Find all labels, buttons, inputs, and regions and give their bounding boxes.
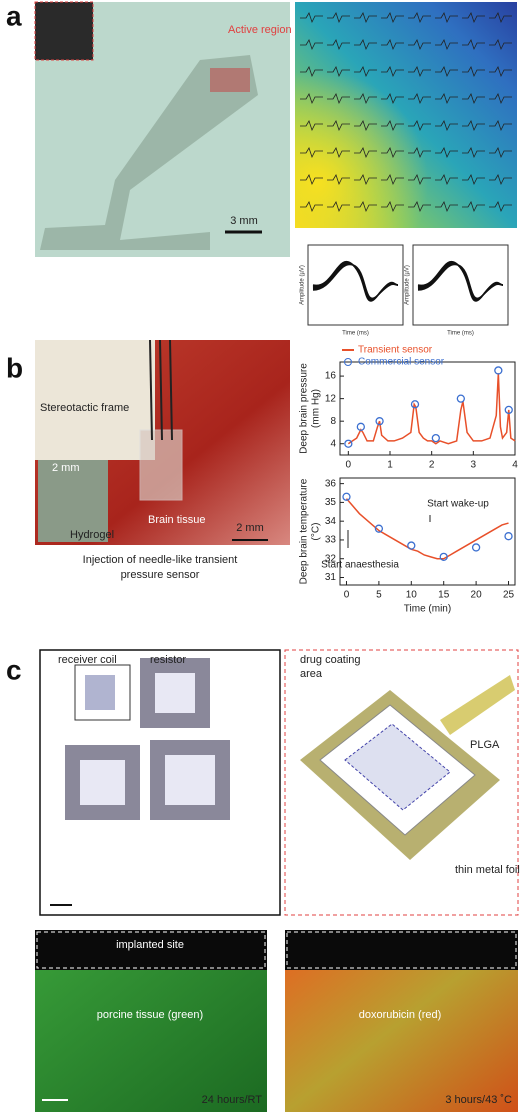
x-tick-label: 15: [438, 590, 450, 601]
annotation: drug coating: [300, 654, 361, 666]
x-tick-label: 4: [512, 460, 518, 471]
y-axis-label: Deep brain pressure: [299, 363, 310, 454]
x-tick-label: 20: [471, 590, 483, 601]
panel-label: a: [6, 0, 22, 31]
annotation: resistor: [150, 654, 186, 666]
y-axis-label: (°C): [311, 523, 322, 541]
y-axis-label: (mm Hg): [311, 389, 322, 428]
x-tick-label: 25: [503, 590, 515, 601]
x-axis-label: Time (min): [404, 604, 451, 615]
panel-label: c: [6, 654, 22, 685]
annotation: PLGA: [470, 739, 500, 751]
annotation: Start anaesthesia: [321, 560, 399, 571]
annotation: thin metal foil: [455, 864, 520, 876]
coil: [155, 673, 195, 713]
annotation: Brain tissue: [148, 514, 205, 526]
x-tick-label: 2: [429, 460, 435, 471]
x-tick-label: 0: [344, 590, 350, 601]
x-tick-label: 5: [376, 590, 382, 601]
x-tick-label: 0: [346, 460, 352, 471]
y-tick-label: 33: [325, 535, 337, 546]
annotation: Hydrogel: [70, 529, 114, 541]
caption: Injection of needle-like transient: [83, 554, 238, 566]
coil: [85, 675, 115, 710]
y-tick-label: 4: [330, 438, 336, 449]
y-tick-label: 35: [325, 497, 337, 508]
axis-label: Time (ms): [342, 331, 369, 337]
scale-label: 2 mm: [52, 462, 80, 474]
marker: [457, 395, 464, 402]
scale-label: 3 mm: [230, 215, 258, 227]
annotation: porcine tissue (green): [97, 1009, 203, 1021]
y-tick-label: 36: [325, 478, 337, 489]
caption: pressure sensor: [121, 569, 200, 581]
marker: [495, 367, 502, 374]
axis-label: Amplitude (µV): [300, 265, 306, 305]
marker: [505, 533, 512, 540]
annotation: 3 hours/43 ˚C: [445, 1094, 512, 1106]
marker: [408, 542, 415, 549]
x-tick-label: 3: [471, 460, 477, 471]
sensor: [140, 430, 182, 500]
scale-label: 2 mm: [236, 522, 264, 534]
legend-label: Transient sensor: [358, 345, 433, 356]
heatmap-overlay: [295, 2, 517, 228]
line: [348, 373, 515, 443]
marker: [432, 435, 439, 442]
coil: [165, 755, 215, 805]
annotation: doxorubicin (red): [359, 1009, 442, 1021]
coil: [80, 760, 125, 805]
y-tick-label: 31: [325, 572, 337, 583]
annotation: 24 hours/RT: [202, 1094, 263, 1106]
inset: [35, 2, 93, 60]
figure: a Active region 3 mm b Stereotactic fram…: [0, 0, 523, 1116]
axis-label: Time (ms): [447, 331, 474, 337]
legend-label: Commercial sensor: [358, 357, 445, 368]
marker: [473, 544, 480, 551]
annotation: Start wake-up: [427, 499, 489, 510]
axis-label: Amplitude (µV): [405, 265, 411, 305]
annotation: area: [300, 668, 323, 680]
y-tick-label: 12: [325, 393, 337, 404]
y-tick-label: 16: [325, 371, 337, 382]
frame: [35, 340, 155, 460]
active-area: [210, 68, 250, 92]
x-tick-label: 10: [406, 590, 418, 601]
panel-label: b: [6, 352, 23, 383]
y-tick-label: 34: [325, 516, 337, 527]
annotation: Stereotactic frame: [40, 402, 129, 414]
annotation: receiver coil: [58, 654, 117, 666]
implanted-region: [285, 930, 518, 970]
annotation: implanted site: [116, 939, 184, 951]
y-axis-label: Deep brain temperature: [299, 478, 310, 584]
x-tick-label: 1: [387, 460, 393, 471]
y-tick-label: 8: [330, 416, 336, 427]
annotation: Active region: [228, 24, 292, 36]
page: {"panels":{ "a":{"label":"a","active_reg…: [0, 0, 523, 1116]
